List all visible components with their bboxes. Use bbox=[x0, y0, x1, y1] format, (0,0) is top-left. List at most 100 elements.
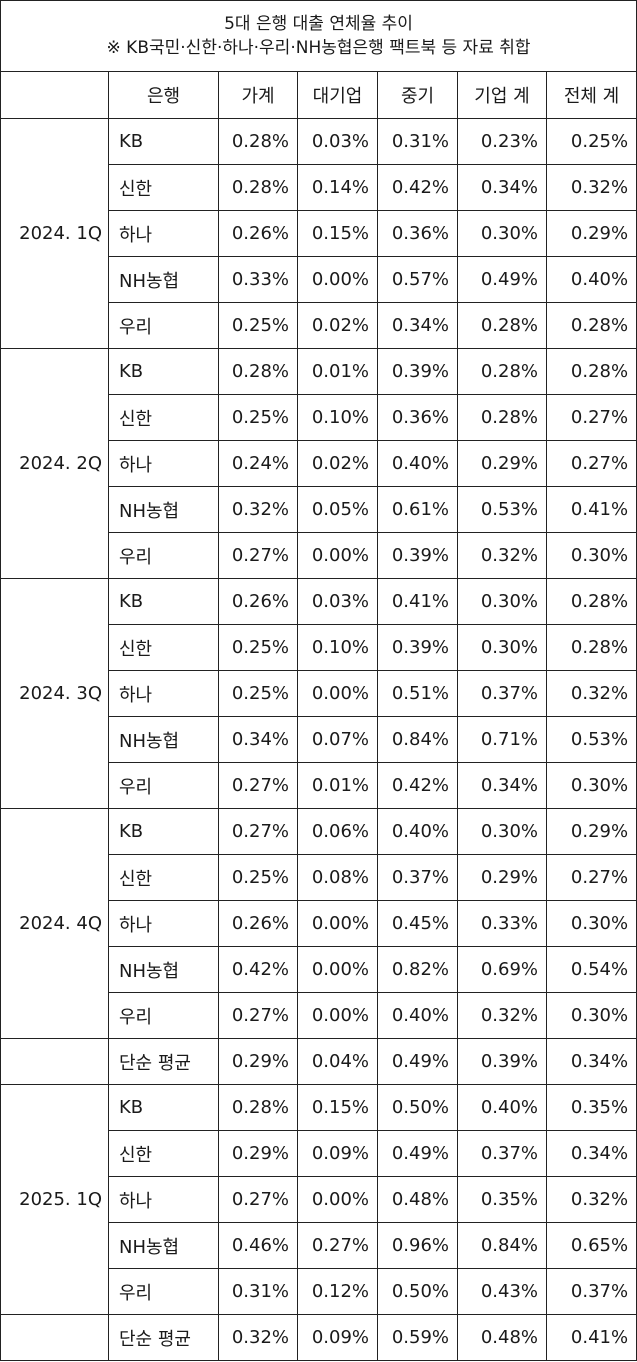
large-corp-rate-cell: 0.05% bbox=[297, 486, 378, 533]
table-row: 하나 0.26% 0.15% 0.36% 0.30% 0.29% bbox=[1, 210, 637, 257]
header-household: 가계 bbox=[218, 71, 298, 119]
corp-total-rate-cell: 0.84% bbox=[457, 1222, 547, 1269]
household-rate-cell: 0.27% bbox=[218, 808, 298, 855]
large-corp-rate-cell: 0.08% bbox=[297, 854, 378, 901]
period-cell: 2024. 2Q bbox=[0, 348, 109, 579]
large-corp-rate-cell: 0.06% bbox=[297, 808, 378, 855]
sme-rate-cell: 0.50% bbox=[377, 1268, 458, 1315]
header-corp-total: 기업 계 bbox=[457, 71, 547, 119]
corp-total-rate-cell: 0.40% bbox=[457, 1084, 547, 1131]
header-large-corp: 대기업 bbox=[297, 71, 378, 119]
household-rate-cell: 0.27% bbox=[218, 762, 298, 809]
bank-cell: NH농협 bbox=[108, 256, 219, 303]
household-rate-cell: 0.24% bbox=[218, 440, 298, 487]
grand-total-rate-cell: 0.30% bbox=[545, 532, 637, 579]
period-cell: 2024. 1Q bbox=[0, 118, 109, 349]
table-row: 신한 0.25% 0.10% 0.36% 0.28% 0.27% bbox=[1, 394, 637, 441]
corp-total-rate-cell: 0.30% bbox=[457, 808, 547, 855]
sme-rate-cell: 0.50% bbox=[377, 1084, 458, 1131]
large-corp-rate-cell: 0.00% bbox=[297, 670, 378, 717]
large-corp-rate-cell: 0.09% bbox=[297, 1130, 378, 1177]
household-rate-cell: 0.26% bbox=[218, 210, 298, 257]
sme-rate-cell: 0.42% bbox=[377, 762, 458, 809]
large-corp-rate-cell: 0.00% bbox=[297, 992, 378, 1039]
sme-rate-cell: 0.51% bbox=[377, 670, 458, 717]
large-corp-rate-cell: 0.10% bbox=[297, 624, 378, 671]
grand-total-rate-cell: 0.27% bbox=[545, 440, 637, 487]
bank-cell: NH농협 bbox=[108, 1222, 219, 1269]
household-rate-cell: 0.28% bbox=[218, 1084, 298, 1131]
sme-rate-cell: 0.59% bbox=[377, 1314, 458, 1361]
period-cell: 2025. 1Q bbox=[0, 1084, 109, 1315]
corp-total-rate-cell: 0.49% bbox=[457, 256, 547, 303]
bank-cell: 우리 bbox=[108, 762, 219, 809]
grand-total-rate-cell: 0.28% bbox=[545, 348, 637, 395]
large-corp-rate-cell: 0.07% bbox=[297, 716, 378, 763]
grand-total-rate-cell: 0.32% bbox=[545, 164, 637, 211]
table-title: 5대 은행 대출 연체율 추이 ※ KB국민·신한·하나·우리·NH농협은행 팩… bbox=[0, 0, 637, 72]
large-corp-rate-cell: 0.09% bbox=[297, 1314, 378, 1361]
header-period bbox=[0, 71, 109, 119]
large-corp-rate-cell: 0.04% bbox=[297, 1038, 378, 1085]
household-rate-cell: 0.28% bbox=[218, 118, 298, 165]
table-row: 단순 평균 0.29% 0.04% 0.49% 0.39% 0.34% bbox=[0, 1038, 637, 1085]
table-row: 하나 0.26% 0.00% 0.45% 0.33% 0.30% bbox=[1, 900, 637, 947]
grand-total-rate-cell: 0.30% bbox=[545, 762, 637, 809]
grand-total-rate-cell: 0.35% bbox=[545, 1084, 637, 1131]
large-corp-rate-cell: 0.01% bbox=[297, 348, 378, 395]
household-rate-cell: 0.28% bbox=[218, 348, 298, 395]
grand-total-rate-cell: 0.27% bbox=[545, 854, 637, 901]
grand-total-rate-cell: 0.30% bbox=[545, 992, 637, 1039]
sme-rate-cell: 0.40% bbox=[377, 992, 458, 1039]
sme-rate-cell: 0.49% bbox=[377, 1130, 458, 1177]
sme-rate-cell: 0.84% bbox=[377, 716, 458, 763]
grand-total-rate-cell: 0.34% bbox=[545, 1038, 637, 1085]
household-rate-cell: 0.25% bbox=[218, 302, 298, 349]
table-row: 하나 0.24% 0.02% 0.40% 0.29% 0.27% bbox=[1, 440, 637, 487]
table-row: 2024. 4Q KB 0.27% 0.06% 0.40% 0.30% 0.29% bbox=[0, 808, 637, 1039]
grand-total-rate-cell: 0.28% bbox=[545, 624, 637, 671]
bank-cell: NH농협 bbox=[108, 946, 219, 993]
corp-total-rate-cell: 0.28% bbox=[457, 302, 547, 349]
table-body: 2024. 1Q KB 0.28% 0.03% 0.31% 0.23% 0.25% 신한 0.2… bbox=[0, 118, 637, 1361]
grand-total-rate-cell: 0.37% bbox=[545, 1268, 637, 1315]
bank-cell: KB bbox=[108, 578, 219, 625]
bank-cell: 신한 bbox=[108, 854, 219, 901]
bank-cell: 하나 bbox=[108, 210, 219, 257]
bank-cell: 신한 bbox=[108, 394, 219, 441]
sme-rate-cell: 0.39% bbox=[377, 624, 458, 671]
grand-total-rate-cell: 0.28% bbox=[545, 578, 637, 625]
household-rate-cell: 0.31% bbox=[218, 1268, 298, 1315]
table-row: 우리 0.27% 0.00% 0.39% 0.32% 0.30% bbox=[1, 532, 637, 579]
corp-total-rate-cell: 0.30% bbox=[457, 624, 547, 671]
corp-total-rate-cell: 0.28% bbox=[457, 394, 547, 441]
large-corp-rate-cell: 0.14% bbox=[297, 164, 378, 211]
period-cell bbox=[0, 1038, 109, 1085]
grand-total-rate-cell: 0.25% bbox=[545, 118, 637, 165]
grand-total-rate-cell: 0.28% bbox=[545, 302, 637, 349]
large-corp-rate-cell: 0.00% bbox=[297, 256, 378, 303]
sme-rate-cell: 0.45% bbox=[377, 900, 458, 947]
corp-total-rate-cell: 0.35% bbox=[457, 1176, 547, 1223]
household-rate-cell: 0.25% bbox=[218, 670, 298, 717]
table-title-line2: ※ KB국민·신한·하나·우리·NH농협은행 팩트북 등 자료 취합 bbox=[106, 38, 531, 58]
corp-total-rate-cell: 0.23% bbox=[457, 118, 547, 165]
grand-total-rate-cell: 0.32% bbox=[545, 670, 637, 717]
household-rate-cell: 0.27% bbox=[218, 992, 298, 1039]
grand-total-rate-cell: 0.41% bbox=[545, 1314, 637, 1361]
bank-cell: NH농협 bbox=[108, 716, 219, 763]
grand-total-rate-cell: 0.29% bbox=[545, 210, 637, 257]
corp-total-rate-cell: 0.32% bbox=[457, 532, 547, 579]
sme-rate-cell: 0.96% bbox=[377, 1222, 458, 1269]
period-cell: 2024. 4Q bbox=[0, 808, 109, 1039]
corp-total-rate-cell: 0.30% bbox=[457, 578, 547, 625]
bank-cell: 신한 bbox=[108, 164, 219, 211]
table-row: 하나 0.27% 0.00% 0.48% 0.35% 0.32% bbox=[1, 1176, 637, 1223]
corp-total-rate-cell: 0.32% bbox=[457, 992, 547, 1039]
table-row: NH농협 0.46% 0.27% 0.96% 0.84% 0.65% bbox=[1, 1222, 637, 1269]
grand-total-rate-cell: 0.30% bbox=[545, 900, 637, 947]
large-corp-rate-cell: 0.00% bbox=[297, 946, 378, 993]
corp-total-rate-cell: 0.37% bbox=[457, 1130, 547, 1177]
household-rate-cell: 0.26% bbox=[218, 578, 298, 625]
corp-total-rate-cell: 0.30% bbox=[457, 210, 547, 257]
